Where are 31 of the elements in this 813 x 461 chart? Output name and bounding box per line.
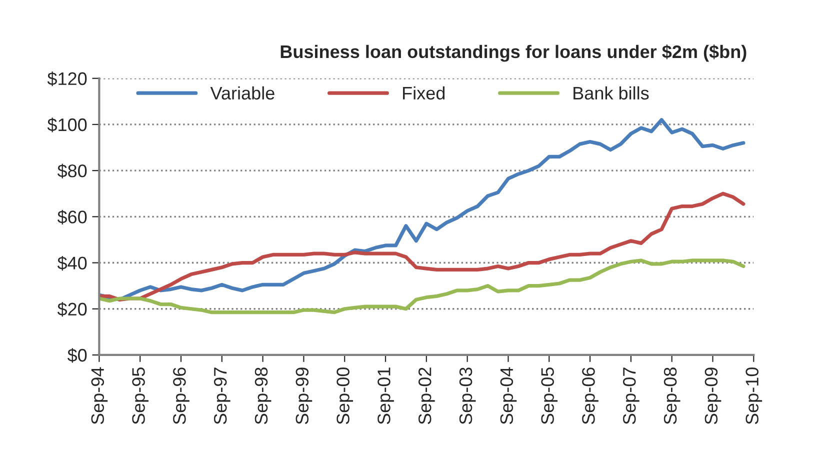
x-tick-label: Sep-02 [418, 368, 435, 424]
x-tick-label: Sep-07 [623, 368, 640, 424]
y-tick-label: $20 [57, 302, 87, 317]
y-tick-label: $120 [47, 72, 87, 86]
y-tick-label: $60 [57, 210, 87, 224]
legend-label: Bank bills [574, 86, 649, 100]
x-tick-label: Sep-01 [378, 368, 394, 424]
x-tick-label: Sep-04 [500, 367, 517, 424]
x-tick-label: Sep-09 [704, 368, 722, 424]
x-tick-label: Sep-94 [91, 367, 108, 424]
x-tick-label: Sep-05 [541, 368, 558, 424]
x-tick-label: Sep-98 [254, 368, 272, 424]
line-series [99, 192, 746, 302]
x-tick-label: Sep-97 [214, 368, 230, 424]
line-series [99, 118, 746, 302]
line-series [99, 258, 746, 314]
x-tick-label: Sep-96 [173, 368, 190, 424]
x-tick-label: Sep-03 [459, 368, 476, 424]
legend-label: Variable [210, 86, 274, 100]
x-tick-label: Sep-08 [664, 368, 680, 424]
legend-label: Fixed [403, 86, 445, 100]
y-tick-label: $40 [57, 256, 87, 271]
x-tick-label: Sep-95 [132, 368, 149, 424]
chart-title: Business loan outstandings for loans under $2m ($bn) [280, 44, 746, 62]
x-tick-label: Sep-00 [336, 367, 354, 424]
x-tick-label: Sep-06 [582, 368, 598, 424]
x-tick-label: Sep-10 [746, 367, 762, 424]
y-tick-label: $100 [47, 118, 87, 132]
y-tick-label: $80 [57, 164, 87, 178]
x-tick-label: Sep-99 [296, 368, 312, 424]
y-tick-label: $0 [67, 348, 87, 363]
